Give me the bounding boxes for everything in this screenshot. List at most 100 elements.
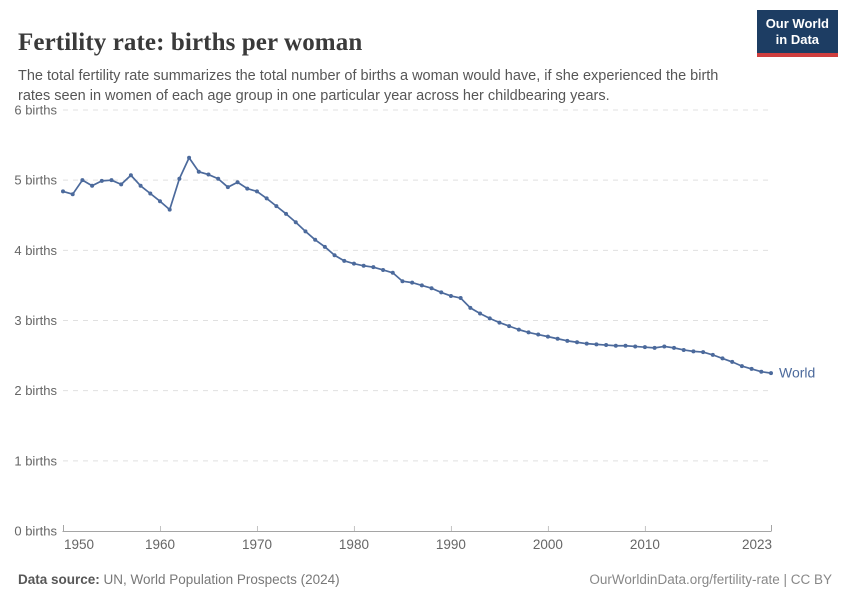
data-point-1980 bbox=[351, 261, 356, 266]
credit-line: OurWorldinData.org/fertility-rate | CC B… bbox=[589, 572, 832, 587]
data-point-1990 bbox=[448, 293, 453, 298]
data-point-1952 bbox=[80, 178, 85, 183]
data-point-1955 bbox=[109, 178, 114, 183]
data-point-1963 bbox=[187, 155, 192, 160]
data-point-1966 bbox=[216, 176, 221, 181]
owid-logo: Our World in Data bbox=[756, 10, 838, 57]
data-point-1973 bbox=[284, 211, 289, 216]
data-point-2015 bbox=[691, 349, 696, 354]
y-axis-tick-label: 3 births bbox=[14, 313, 57, 328]
data-point-1965 bbox=[206, 172, 211, 177]
data-point-1981 bbox=[361, 263, 366, 268]
data-point-2020 bbox=[739, 364, 744, 369]
data-point-2004 bbox=[584, 341, 589, 346]
x-axis-tick-label: 2023 bbox=[742, 537, 772, 552]
data-point-1997 bbox=[516, 327, 521, 332]
data-point-1971 bbox=[264, 196, 269, 201]
data-point-2011 bbox=[652, 345, 657, 350]
data-point-1950 bbox=[61, 189, 65, 194]
data-point-1977 bbox=[322, 244, 327, 249]
data-point-2018 bbox=[720, 356, 725, 361]
data-point-1967 bbox=[225, 185, 230, 190]
data-point-1999 bbox=[536, 332, 541, 337]
world-series-line bbox=[62, 156, 772, 374]
data-point-1986 bbox=[410, 280, 415, 285]
data-point-2012 bbox=[662, 344, 667, 349]
x-axis-tick-label: 2000 bbox=[533, 537, 563, 552]
data-source-label: Data source: bbox=[18, 572, 100, 587]
data-point-1954 bbox=[99, 178, 104, 183]
y-axis-tick-label: 2 births bbox=[14, 383, 57, 398]
data-point-1994 bbox=[487, 316, 492, 321]
data-point-1995 bbox=[497, 320, 502, 325]
data-point-2003 bbox=[575, 340, 580, 345]
data-point-1983 bbox=[381, 267, 386, 272]
data-point-1979 bbox=[342, 258, 347, 263]
y-axis-tick-label: 1 births bbox=[14, 453, 57, 468]
data-point-2000 bbox=[545, 334, 550, 339]
x-axis-tick-label: 1950 bbox=[64, 537, 94, 552]
data-point-2007 bbox=[613, 343, 618, 348]
x-axis-tick-label: 1960 bbox=[145, 537, 175, 552]
data-point-1961 bbox=[167, 207, 172, 212]
data-point-1984 bbox=[390, 270, 395, 275]
data-point-1996 bbox=[507, 324, 512, 329]
data-point-2021 bbox=[749, 366, 754, 371]
data-source-note: Data source: UN, World Population Prospe… bbox=[18, 572, 340, 587]
data-point-1998 bbox=[526, 330, 531, 335]
data-point-1959 bbox=[148, 191, 153, 196]
data-point-2009 bbox=[633, 344, 638, 349]
page-title: Fertility rate: births per woman bbox=[18, 28, 363, 56]
data-point-1960 bbox=[157, 199, 162, 204]
data-point-1982 bbox=[371, 265, 376, 270]
data-point-1976 bbox=[313, 237, 318, 242]
owid-logo-line1: Our World bbox=[765, 16, 829, 31]
x-axis-tick-label: 2010 bbox=[630, 537, 660, 552]
owid-logo-line2: in Data bbox=[775, 32, 820, 48]
data-point-2022 bbox=[759, 369, 764, 374]
y-axis-tick-label: 5 births bbox=[14, 173, 57, 188]
x-axis-tick-label: 1970 bbox=[242, 537, 272, 552]
x-axis-tick-label: 1980 bbox=[339, 537, 369, 552]
data-point-2005 bbox=[594, 342, 599, 347]
data-point-1972 bbox=[274, 204, 279, 209]
chart-subtitle: The total fertility rate summarizes the … bbox=[18, 67, 719, 104]
data-point-1985 bbox=[400, 279, 405, 284]
data-source-text: UN, World Population Prospects (2024) bbox=[99, 572, 340, 587]
data-point-2023 bbox=[769, 371, 773, 376]
y-axis-tick-label: 6 births bbox=[14, 103, 57, 118]
data-point-1958 bbox=[138, 183, 143, 188]
data-point-1993 bbox=[478, 311, 483, 316]
data-point-1964 bbox=[196, 169, 201, 174]
series-end-label: World bbox=[779, 365, 815, 381]
data-point-1988 bbox=[429, 286, 434, 291]
data-point-1968 bbox=[235, 180, 240, 185]
y-axis-tick-label: 4 births bbox=[14, 243, 57, 258]
data-point-1992 bbox=[468, 305, 473, 310]
data-point-2006 bbox=[604, 343, 609, 348]
data-point-2014 bbox=[681, 347, 686, 352]
data-point-1987 bbox=[419, 283, 424, 288]
data-point-1970 bbox=[254, 189, 259, 194]
data-point-1953 bbox=[90, 183, 95, 188]
y-axis-tick-label: 0 births bbox=[14, 524, 57, 539]
data-point-2019 bbox=[730, 359, 735, 364]
data-point-1991 bbox=[458, 296, 463, 301]
data-point-1956 bbox=[119, 182, 124, 187]
data-point-2008 bbox=[623, 343, 628, 348]
data-point-1962 bbox=[177, 176, 182, 181]
data-point-1974 bbox=[293, 220, 298, 225]
data-point-2016 bbox=[701, 350, 706, 355]
data-point-1978 bbox=[332, 253, 337, 258]
data-point-1951 bbox=[70, 192, 75, 197]
data-point-1957 bbox=[128, 173, 133, 178]
data-point-2002 bbox=[565, 338, 570, 343]
data-point-2010 bbox=[642, 345, 647, 350]
x-axis-tick-label: 1990 bbox=[436, 537, 466, 552]
data-point-1989 bbox=[439, 290, 444, 295]
data-point-2001 bbox=[555, 336, 560, 341]
data-point-1975 bbox=[303, 229, 308, 234]
data-point-2013 bbox=[672, 345, 677, 350]
